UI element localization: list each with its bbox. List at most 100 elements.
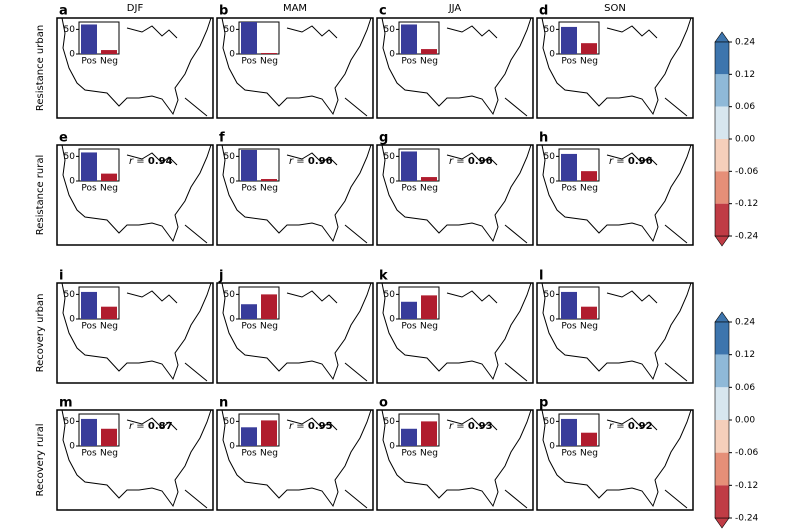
- bar: [421, 421, 437, 446]
- inset-tick-label: 50: [224, 290, 236, 300]
- colorbar-bin: [715, 387, 729, 420]
- bar: [401, 24, 417, 54]
- r-annotation: r = 0.96: [609, 156, 653, 167]
- r-annotation: r = 0.92: [609, 421, 653, 432]
- inset-tick-label: 0: [229, 50, 235, 60]
- inset-tick-label: 0: [229, 442, 235, 452]
- panel-frame: [216, 144, 374, 246]
- colorbar-tick-label: -0.24: [735, 232, 759, 242]
- panel-frame: [376, 144, 534, 246]
- category-label: Pos: [561, 184, 577, 194]
- colorbar-bin: [715, 354, 729, 388]
- category-label: Neg: [260, 184, 278, 194]
- column-title: SON: [604, 3, 626, 14]
- panel-letter: p: [539, 396, 548, 411]
- bar: [241, 22, 257, 54]
- r-symbol: r =: [129, 421, 145, 432]
- inset-tick-label: 0: [389, 177, 395, 187]
- r-symbol: r =: [289, 156, 305, 167]
- bar: [261, 420, 277, 446]
- bar: [241, 427, 257, 446]
- r-value: 0.96: [468, 156, 493, 167]
- map-outline: [61, 17, 212, 117]
- bar: [241, 304, 257, 319]
- colorbar-bin: [715, 42, 729, 75]
- category-label: Neg: [100, 57, 118, 67]
- inset-tick-label: 50: [544, 417, 556, 427]
- panel-letter: b: [219, 4, 228, 19]
- category-label: Pos: [561, 449, 577, 459]
- r-value: 0.87: [148, 421, 173, 432]
- panel-frame: [216, 17, 374, 119]
- colorbar-extend: [714, 311, 730, 323]
- r-symbol: r =: [289, 421, 305, 432]
- colorbar-tick-label: 0.12: [735, 70, 755, 80]
- panel-letter: n: [219, 396, 228, 411]
- r-annotation: r = 0.87: [129, 421, 173, 432]
- category-label: Pos: [241, 57, 257, 67]
- inset-tick-label: 0: [69, 315, 75, 325]
- colorbar-tick-label: -0.12: [735, 199, 758, 209]
- panel-letter: o: [379, 396, 388, 411]
- inset-tick-label: 50: [384, 152, 396, 162]
- category-label: Neg: [420, 322, 438, 332]
- category-label: Neg: [580, 57, 598, 67]
- r-annotation: r = 0.96: [289, 156, 333, 167]
- inset-tick-label: 50: [224, 417, 236, 427]
- category-label: Pos: [241, 449, 257, 459]
- r-symbol: r =: [449, 421, 465, 432]
- panel-letter: c: [379, 4, 387, 19]
- colorbar-bin: [715, 452, 729, 486]
- colorbar-bin: [715, 322, 729, 355]
- category-label: Pos: [81, 322, 97, 332]
- inset-tick-label: 0: [549, 177, 555, 187]
- panel-letter: h: [539, 131, 548, 146]
- bar: [581, 432, 597, 446]
- bar: [401, 151, 417, 181]
- category-label: Pos: [401, 184, 417, 194]
- inset-tick-label: 50: [64, 417, 76, 427]
- map-outline: [221, 144, 372, 244]
- category-label: Neg: [100, 184, 118, 194]
- colorbar-tick-label: 0.00: [735, 135, 755, 145]
- inset-tick-label: 0: [549, 315, 555, 325]
- row-label: Recovery rural: [35, 423, 46, 496]
- category-label: Neg: [100, 322, 118, 332]
- inset-tick-label: 50: [224, 152, 236, 162]
- bar: [81, 24, 97, 54]
- colorbar-tick-label: -0.24: [735, 514, 759, 524]
- category-label: Neg: [420, 449, 438, 459]
- category-label: Pos: [241, 184, 257, 194]
- bar: [421, 295, 437, 319]
- bar: [81, 152, 97, 181]
- row-label: Recovery urban: [35, 294, 46, 373]
- inset-tick-label: 50: [64, 290, 76, 300]
- colorbar-bin: [715, 420, 729, 453]
- r-value: 0.94: [148, 156, 173, 167]
- inset-tick-label: 50: [64, 152, 76, 162]
- inset-tick-label: 50: [224, 25, 236, 35]
- colorbar-tick-label: 0.00: [735, 416, 755, 426]
- bar: [81, 418, 97, 446]
- category-label: Pos: [241, 322, 257, 332]
- panel-frame: [536, 17, 694, 119]
- row-label: Resistance urban: [35, 25, 46, 111]
- panel-letter: k: [379, 269, 388, 284]
- bar: [101, 306, 117, 319]
- r-value: 0.96: [628, 156, 653, 167]
- inset-tick-label: 0: [389, 442, 395, 452]
- colorbar-tick-label: 0.24: [735, 38, 755, 48]
- panel-letter: f: [219, 131, 225, 146]
- category-label: Neg: [580, 322, 598, 332]
- colorbar-tick-label: -0.06: [735, 448, 759, 458]
- bar: [421, 177, 437, 181]
- inset-tick-label: 0: [69, 177, 75, 187]
- r-value: 0.95: [308, 421, 333, 432]
- inset-tick-label: 50: [544, 290, 556, 300]
- bar: [101, 50, 117, 54]
- r-value: 0.93: [468, 421, 493, 432]
- category-label: Neg: [420, 57, 438, 67]
- colorbar-bin: [715, 74, 729, 107]
- r-symbol: r =: [129, 156, 145, 167]
- map-outline: [541, 409, 692, 509]
